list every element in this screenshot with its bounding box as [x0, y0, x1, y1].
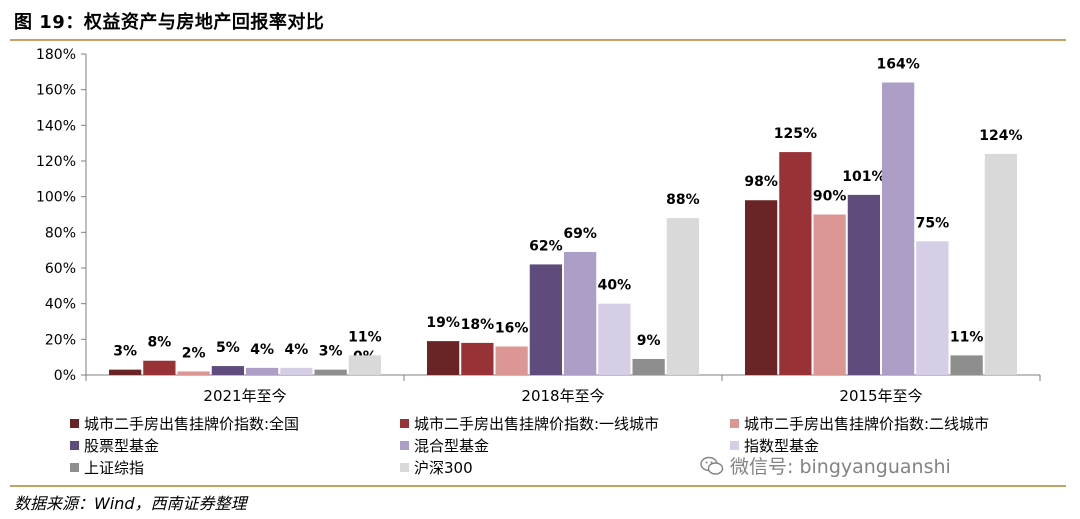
- y-tick-label: 140%: [36, 118, 76, 134]
- data-label: 3%: [319, 344, 343, 360]
- legend-label: 上证综指: [84, 459, 145, 477]
- y-tick-label: 40%: [45, 297, 76, 313]
- bar: [666, 218, 699, 375]
- legend-swatch: [730, 441, 739, 450]
- data-label: 11%: [348, 329, 382, 345]
- legend-swatch: [400, 419, 409, 428]
- bar: [109, 369, 142, 375]
- data-label: 2%: [182, 345, 206, 361]
- data-label: 69%: [563, 226, 597, 242]
- data-label: 16%: [495, 320, 529, 336]
- data-label: 3%: [113, 344, 137, 360]
- bar: [598, 303, 631, 375]
- legend-item: 指数型基金: [730, 435, 819, 456]
- bar: [529, 264, 562, 375]
- data-label: 90%: [813, 189, 847, 205]
- legend-item: 城市二手房出售挂牌价指数:全国: [70, 413, 299, 434]
- data-label: 40%: [598, 278, 632, 294]
- legend-swatch: [730, 419, 739, 428]
- y-tick-label: 0%: [54, 368, 76, 384]
- bar-chart: 0% 20% 40% 60% 80% 100% 120% 140% 160% 180% 2021年至…: [36, 47, 1041, 405]
- legend-swatch: [400, 441, 409, 450]
- bar: [847, 194, 880, 375]
- y-tick-label: 120%: [36, 154, 76, 170]
- chart-legend: 城市二手房出售挂牌价指数:全国 城市二手房出售挂牌价指数:一线城市 城市二手房出售挂…: [70, 413, 1050, 483]
- bar: [950, 355, 983, 375]
- bar: [246, 367, 279, 375]
- legend-swatch: [70, 441, 79, 450]
- legend-swatch: [70, 463, 79, 472]
- chart-title: 图 19：权益资产与房地产回报率对比: [14, 12, 325, 33]
- legend-item: 股票型基金: [70, 435, 159, 456]
- data-label: 101%: [842, 169, 885, 185]
- legend-item: 混合型基金: [400, 435, 489, 456]
- data-label: 98%: [744, 174, 778, 190]
- legend-label: 股票型基金: [84, 437, 160, 455]
- watermark-text: 微信号: bingyanguanshi: [730, 456, 951, 478]
- legend-label: 混合型基金: [414, 437, 490, 455]
- y-tick-label: 160%: [36, 83, 76, 99]
- bar: [495, 346, 528, 375]
- bar: [348, 355, 381, 375]
- bar: [916, 241, 949, 375]
- legend-label: 指数型基金: [744, 437, 820, 455]
- data-label: 88%: [666, 192, 700, 208]
- bar: [177, 371, 210, 375]
- data-label: 5%: [216, 340, 240, 356]
- bar: [280, 367, 313, 375]
- data-label: 18%: [461, 317, 495, 333]
- y-tick-label: 20%: [45, 332, 76, 348]
- legend-item: 沪深300: [400, 457, 473, 478]
- data-label: 8%: [147, 335, 171, 351]
- bar: [314, 369, 347, 375]
- data-label: 9%: [637, 333, 661, 349]
- legend-swatch: [70, 419, 79, 428]
- legend-item: 城市二手房出售挂牌价指数:二线城市: [730, 413, 989, 434]
- legend-label: 城市二手房出售挂牌价指数:全国: [84, 415, 300, 433]
- data-label: 75%: [916, 215, 950, 231]
- data-label: 4%: [284, 342, 308, 358]
- wechat-icon: [700, 456, 724, 476]
- bar: [779, 152, 812, 375]
- x-category-label: 2015年至今: [839, 387, 922, 405]
- bar: [211, 366, 244, 375]
- legend-item: 上证综指: [70, 457, 144, 478]
- bar: [813, 214, 846, 375]
- y-tick-label: 80%: [45, 225, 76, 241]
- y-tick-label: 100%: [36, 190, 76, 206]
- bar: [461, 342, 494, 375]
- data-label: 11%: [950, 329, 984, 345]
- bar: [984, 153, 1017, 375]
- y-tick-label: 180%: [36, 47, 76, 63]
- bar: [745, 200, 778, 375]
- legend-label: 沪深300: [414, 459, 473, 477]
- bar: [427, 341, 460, 375]
- data-label: 4%: [250, 342, 274, 358]
- source-note: 数据来源：Wind，西南证券整理: [14, 494, 247, 513]
- legend-item: 城市二手房出售挂牌价指数:一线城市: [400, 413, 659, 434]
- bar: [143, 360, 176, 375]
- legend-swatch: [400, 463, 409, 472]
- x-category-label: 2018年至今: [521, 387, 604, 405]
- data-label: 164%: [876, 57, 919, 73]
- legend-label: 城市二手房出售挂牌价指数:二线城市: [744, 415, 990, 433]
- x-category-label: 2021年至今: [203, 387, 286, 405]
- data-label: 124%: [979, 128, 1022, 144]
- bar: [882, 82, 915, 376]
- data-label: 19%: [426, 315, 460, 331]
- bar: [632, 358, 665, 375]
- top-rule: [10, 39, 1066, 41]
- y-tick-label: 60%: [45, 261, 76, 277]
- watermark: 微信号: bingyanguanshi: [700, 452, 951, 479]
- data-label: 125%: [774, 126, 817, 142]
- data-label: 62%: [529, 238, 563, 254]
- bar: [564, 251, 597, 375]
- bottom-rule: [10, 485, 1066, 487]
- legend-label: 城市二手房出售挂牌价指数:一线城市: [414, 415, 660, 433]
